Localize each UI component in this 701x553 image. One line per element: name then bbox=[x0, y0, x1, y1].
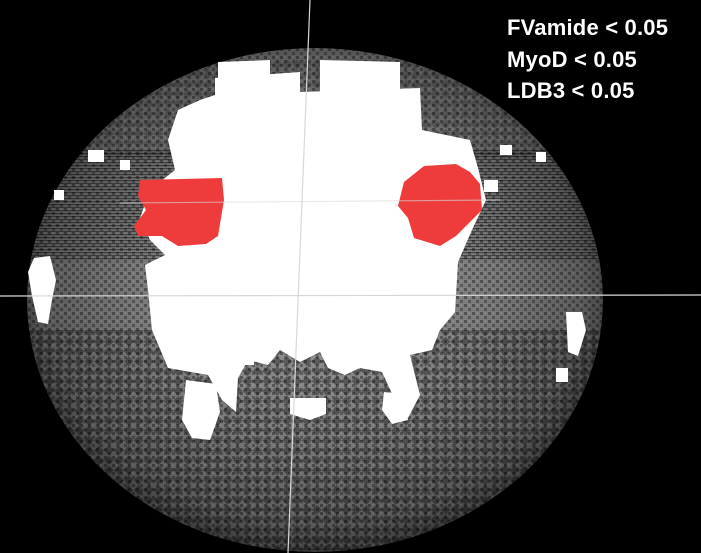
legend-item-fvamide: FVamide < 0.05 bbox=[507, 15, 669, 40]
crosshair-slice-guide bbox=[119, 199, 501, 204]
legend-item-myod: MyoD < 0.05 bbox=[507, 46, 637, 72]
significance-legend: FVamide < 0.05 MyoD < 0.05 LDB3 < 0.05 bbox=[507, 12, 668, 107]
left-red-region bbox=[134, 178, 224, 246]
right-red-region bbox=[398, 164, 482, 246]
crosshair-horizontal bbox=[0, 294, 701, 297]
significant-cluster-white bbox=[28, 60, 586, 440]
overlap-regions-red bbox=[134, 164, 482, 246]
legend-item-ldb3: LDB3 < 0.05 bbox=[507, 78, 635, 103]
crosshair-vertical bbox=[287, 0, 311, 553]
